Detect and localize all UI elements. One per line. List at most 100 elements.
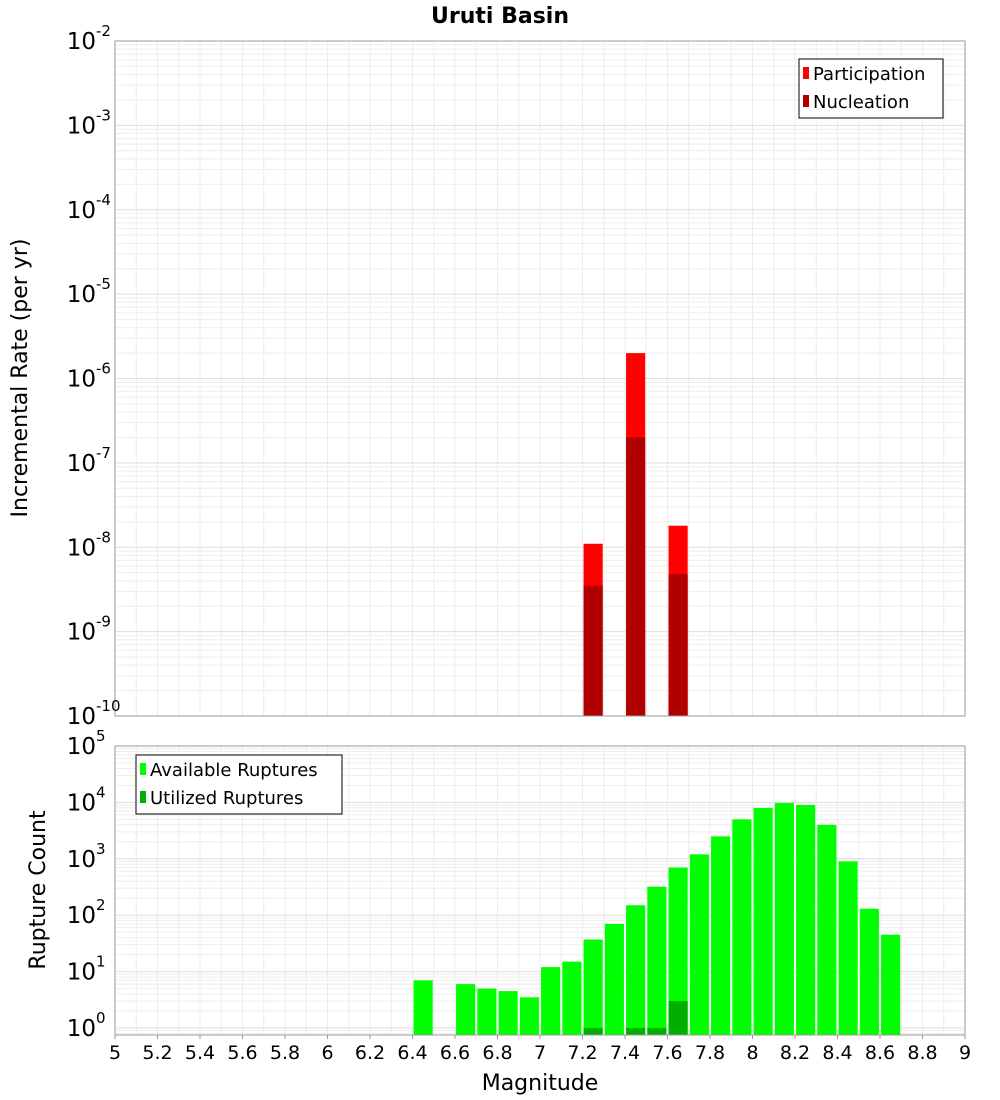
x-tick-label: 6.4 bbox=[397, 1042, 427, 1064]
top-ytick-label: 10 bbox=[67, 451, 96, 477]
bottom-bar-utilized-ruptures bbox=[668, 1001, 688, 1035]
bottom-bar-utilized-ruptures bbox=[647, 1027, 667, 1035]
bottom-bar-available-ruptures bbox=[498, 991, 518, 1035]
x-tick-label: 8.8 bbox=[907, 1042, 937, 1064]
legend-available-swatch bbox=[140, 763, 146, 775]
top-panel: 10-210-310-410-510-610-710-810-910-10 In… bbox=[8, 22, 966, 730]
bottom-bar-available-ruptures bbox=[456, 984, 476, 1035]
x-tick-label: 6.8 bbox=[482, 1042, 512, 1064]
bottom-bar-available-ruptures bbox=[796, 804, 816, 1035]
x-tick-label: 8.2 bbox=[780, 1042, 810, 1064]
top-bar-nucleation bbox=[583, 585, 603, 716]
legend-available-label: Available Ruptures bbox=[150, 760, 318, 781]
bottom-bar-available-ruptures bbox=[477, 988, 497, 1035]
legend-participation-label: Participation bbox=[813, 64, 925, 85]
bottom-bar-available-ruptures bbox=[689, 854, 709, 1035]
top-ytick-label: 10 bbox=[67, 113, 96, 139]
x-tick-label: 9 bbox=[959, 1042, 971, 1064]
x-tick-label: 6.6 bbox=[440, 1042, 470, 1064]
bottom-legend-box bbox=[135, 754, 343, 815]
bottom-bar-available-ruptures bbox=[626, 905, 646, 1035]
top-ytick-exponent: -3 bbox=[96, 106, 111, 124]
bottom-bar-available-ruptures bbox=[519, 997, 539, 1035]
top-ytick-exponent: -2 bbox=[96, 22, 111, 40]
bottom-ytick-exponent: 5 bbox=[96, 727, 106, 745]
bottom-bar-available-ruptures bbox=[647, 886, 667, 1035]
top-ytick-label: 10 bbox=[67, 535, 96, 561]
legend-nucleation-label: Nucleation bbox=[813, 92, 909, 113]
bottom-ytick-exponent: 2 bbox=[96, 896, 106, 914]
x-tick-label: 8.4 bbox=[822, 1042, 852, 1064]
top-ytick-label: 10 bbox=[67, 198, 96, 224]
bottom-bar-available-ruptures bbox=[732, 819, 752, 1035]
legend-participation-swatch bbox=[803, 67, 809, 79]
bottom-bar-available-ruptures bbox=[859, 908, 879, 1035]
top-bar-nucleation bbox=[626, 437, 646, 716]
bottom-ytick-exponent: 4 bbox=[96, 783, 106, 801]
x-tick-label: 8.6 bbox=[865, 1042, 895, 1064]
x-tick-label: 6.2 bbox=[355, 1042, 385, 1064]
x-tick-label: 5.6 bbox=[227, 1042, 257, 1064]
x-tick-label: 6 bbox=[321, 1042, 333, 1064]
bottom-bar-available-ruptures bbox=[413, 980, 433, 1035]
x-tick-label: 7.6 bbox=[652, 1042, 682, 1064]
top-plot-frame bbox=[114, 40, 966, 717]
bottom-ytick-exponent: 1 bbox=[96, 953, 106, 971]
bottom-bar-available-ruptures bbox=[668, 867, 688, 1035]
top-bars bbox=[583, 353, 688, 716]
top-ytick-label: 10 bbox=[67, 29, 96, 55]
bottom-ytick-label: 10 bbox=[67, 734, 96, 760]
top-ytick-exponent: -9 bbox=[96, 613, 111, 631]
bottom-ytick-label: 10 bbox=[67, 847, 96, 873]
top-y-axis-label: Incremental Rate (per yr) bbox=[8, 239, 33, 518]
bottom-ytick-label: 10 bbox=[67, 790, 96, 816]
top-ytick-label: 10 bbox=[67, 367, 96, 393]
x-tick-label: 7.4 bbox=[610, 1042, 640, 1064]
bottom-bar-utilized-ruptures bbox=[626, 1027, 646, 1035]
x-tick-label: 5.2 bbox=[142, 1042, 172, 1064]
bottom-bar-utilized-ruptures bbox=[583, 1027, 603, 1035]
top-ytick-exponent: -7 bbox=[96, 444, 111, 462]
x-tick-label: 5.4 bbox=[185, 1042, 215, 1064]
top-legend: Participation Nucleation bbox=[798, 58, 944, 119]
top-ytick-exponent: -6 bbox=[96, 360, 111, 378]
bottom-y-axis-label: Rupture Count bbox=[26, 810, 51, 970]
bottom-ytick-label: 10 bbox=[67, 960, 96, 986]
bottom-ytick-exponent: 3 bbox=[96, 840, 106, 858]
top-ytick-label: 10 bbox=[67, 620, 96, 646]
top-bar-nucleation bbox=[668, 574, 688, 716]
bottom-bar-available-ruptures bbox=[711, 836, 731, 1035]
bottom-ytick-label: 10 bbox=[67, 1016, 96, 1042]
bottom-ytick-label: 10 bbox=[67, 903, 96, 929]
x-ticks: 5 5.2 5.4 5.6 5.8 6 6.2 6.4 6.6 6.8 7 7.2 7.4 7.6 7.8 8… bbox=[109, 1035, 971, 1064]
x-axis-label: Magnitude bbox=[482, 1071, 599, 1096]
bottom-bar-available-ruptures bbox=[583, 939, 603, 1035]
chart-title: Uruti Basin bbox=[431, 4, 569, 29]
bottom-ytick-exponent: 0 bbox=[96, 1009, 106, 1027]
top-ytick-label: 10 bbox=[67, 704, 96, 730]
top-ytick-exponent: -4 bbox=[96, 191, 111, 209]
top-ytick-exponent: -5 bbox=[96, 275, 111, 293]
top-ytick-exponent: -8 bbox=[96, 528, 111, 546]
bottom-bar-available-ruptures bbox=[817, 824, 837, 1035]
bottom-bar-available-ruptures bbox=[541, 967, 561, 1035]
bottom-bar-available-ruptures bbox=[604, 923, 624, 1035]
legend-utilized-swatch bbox=[140, 791, 146, 803]
bottom-bar-available-ruptures bbox=[562, 961, 582, 1035]
top-legend-box bbox=[798, 58, 944, 119]
legend-nucleation-swatch bbox=[803, 95, 809, 107]
x-tick-label: 5 bbox=[109, 1042, 121, 1064]
x-tick-label: 5.8 bbox=[270, 1042, 300, 1064]
bottom-bar-available-ruptures bbox=[774, 802, 794, 1035]
top-y-ticks: 10-210-310-410-510-610-710-810-910-10 bbox=[67, 22, 121, 730]
bottom-bar-available-ruptures bbox=[838, 861, 858, 1035]
bottom-bars bbox=[413, 802, 901, 1035]
bottom-legend: Available Ruptures Utilized Ruptures bbox=[135, 754, 343, 815]
x-tick-label: 7.2 bbox=[567, 1042, 597, 1064]
bottom-bar-available-ruptures bbox=[881, 934, 901, 1035]
top-ytick-exponent: -10 bbox=[96, 697, 121, 715]
